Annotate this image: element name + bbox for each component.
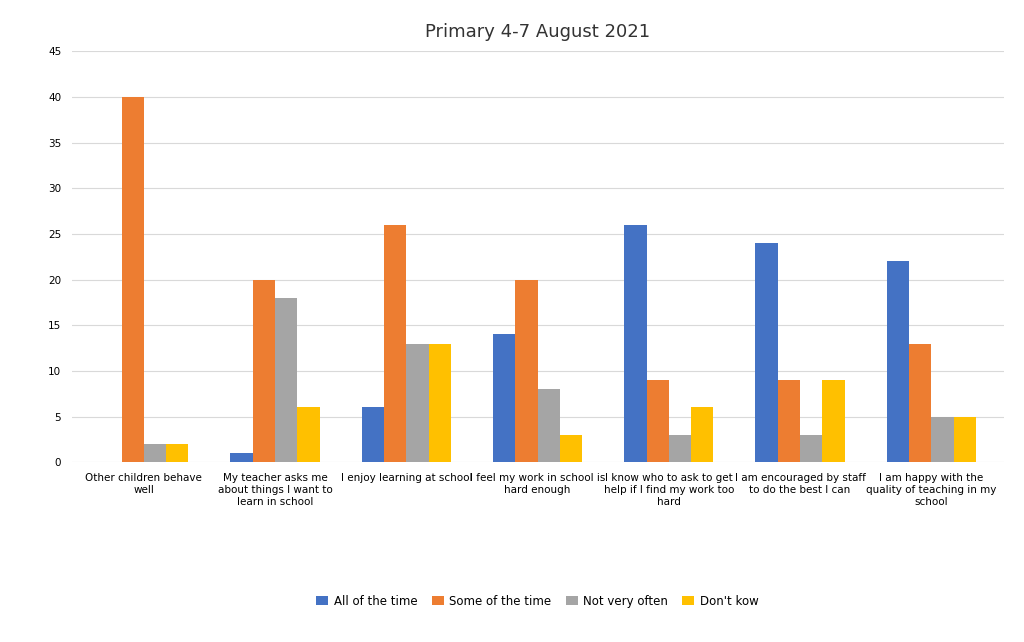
Bar (297, 408, 319, 462)
Bar (493, 334, 515, 462)
Bar (909, 343, 932, 462)
Bar (275, 298, 297, 462)
Bar (122, 97, 143, 462)
Bar (166, 444, 188, 462)
Bar (756, 243, 778, 462)
Bar (822, 380, 845, 462)
Bar (515, 280, 538, 462)
Title: Primary 4-7 August 2021: Primary 4-7 August 2021 (425, 24, 650, 42)
Bar (953, 417, 976, 462)
Legend: All of the time, Some of the time, Not very often, Don't kow: All of the time, Some of the time, Not v… (311, 590, 764, 612)
Bar (691, 408, 714, 462)
Bar (538, 389, 560, 462)
Bar (932, 417, 953, 462)
Bar (429, 343, 451, 462)
Bar (778, 380, 800, 462)
Bar (800, 435, 822, 462)
Bar (361, 408, 384, 462)
Bar (669, 435, 691, 462)
Bar (384, 225, 407, 462)
Bar (253, 280, 275, 462)
Bar (143, 444, 166, 462)
Bar (646, 380, 669, 462)
Bar (625, 225, 646, 462)
Bar (560, 435, 583, 462)
Bar (887, 261, 909, 462)
Bar (230, 453, 253, 462)
Bar (407, 343, 429, 462)
